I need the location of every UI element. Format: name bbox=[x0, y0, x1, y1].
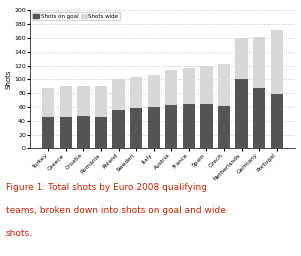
Bar bbox=[200, 66, 213, 104]
Bar bbox=[200, 104, 213, 148]
Bar bbox=[253, 37, 265, 88]
Bar bbox=[218, 106, 230, 148]
Text: Figure 1: Total shots by Euro 2008 qualifying: Figure 1: Total shots by Euro 2008 quali… bbox=[6, 183, 207, 192]
Bar bbox=[147, 107, 160, 148]
Bar bbox=[183, 68, 195, 104]
Bar bbox=[130, 77, 142, 108]
Bar bbox=[60, 86, 72, 117]
Text: shots.: shots. bbox=[6, 229, 33, 238]
Bar bbox=[113, 110, 125, 148]
Bar bbox=[218, 64, 230, 106]
Bar bbox=[77, 86, 90, 116]
Bar bbox=[253, 88, 265, 148]
Bar bbox=[271, 30, 283, 94]
Bar bbox=[130, 108, 142, 148]
Bar bbox=[95, 86, 107, 117]
Text: teams, broken down into shots on goal and wide: teams, broken down into shots on goal an… bbox=[6, 206, 226, 215]
Bar bbox=[113, 79, 125, 110]
Bar bbox=[235, 79, 248, 148]
Bar bbox=[271, 94, 283, 148]
Bar bbox=[183, 104, 195, 148]
Bar bbox=[42, 88, 54, 117]
Bar bbox=[77, 116, 90, 148]
Bar bbox=[42, 117, 54, 148]
Y-axis label: Shots: Shots bbox=[5, 70, 11, 89]
Bar bbox=[165, 105, 178, 148]
Bar bbox=[147, 75, 160, 107]
Legend: Shots on goal, Shots wide: Shots on goal, Shots wide bbox=[32, 12, 120, 20]
Bar bbox=[60, 117, 72, 148]
Bar bbox=[235, 38, 248, 79]
Bar bbox=[165, 70, 178, 105]
Bar bbox=[95, 117, 107, 148]
